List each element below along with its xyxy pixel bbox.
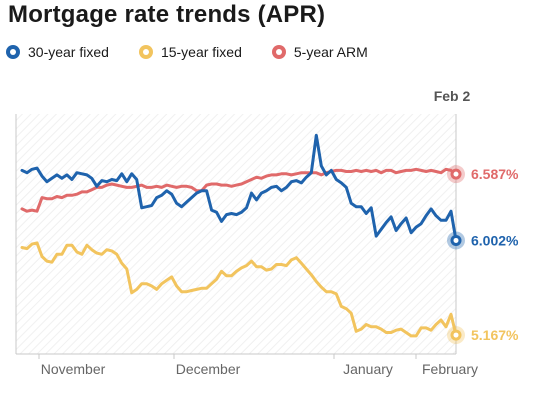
cursor-label: Feb 2 bbox=[434, 88, 471, 104]
legend-swatch-15-year-fixed-icon bbox=[138, 45, 153, 59]
legend: 30-year fixed 15-year fixed 5-year ARM bbox=[6, 44, 398, 60]
legend-label-5-year-arm: 5-year ARM bbox=[293, 44, 368, 60]
legend-item-15-year-fixed[interactable]: 15-year fixed bbox=[138, 44, 242, 60]
x-tick-label: November bbox=[41, 361, 106, 377]
legend-label-30-year-fixed: 30-year fixed bbox=[28, 44, 109, 60]
legend-item-30-year-fixed[interactable]: 30-year fixed bbox=[6, 44, 109, 60]
x-tick-label: December bbox=[176, 361, 241, 377]
chart-title: Mortgage rate trends (APR) bbox=[8, 1, 326, 28]
end-value-label-15-year-fixed: 5.167% bbox=[471, 327, 519, 343]
legend-swatch-30-year-fixed-icon bbox=[6, 45, 20, 59]
x-tick-label: February bbox=[422, 361, 478, 377]
x-tick-label: January bbox=[343, 361, 393, 377]
end-marker-center-15-year-fixed bbox=[453, 332, 459, 338]
series-line-5-year-arm bbox=[20, 167, 458, 213]
legend-swatch-5-year-arm-icon bbox=[271, 45, 286, 59]
legend-item-5-year-arm[interactable]: 5-year ARM bbox=[271, 44, 368, 60]
series-line-30-year-fixed bbox=[20, 133, 458, 242]
series-line-15-year-fixed bbox=[20, 241, 458, 338]
plot-background bbox=[16, 114, 456, 354]
end-marker-center-5-year-arm bbox=[453, 171, 459, 177]
end-value-label-5-year-arm: 6.587% bbox=[471, 166, 519, 182]
end-marker-center-30-year-fixed bbox=[453, 237, 459, 243]
end-value-label-30-year-fixed: 6.002% bbox=[471, 232, 519, 248]
legend-label-15-year-fixed: 15-year fixed bbox=[160, 44, 242, 60]
